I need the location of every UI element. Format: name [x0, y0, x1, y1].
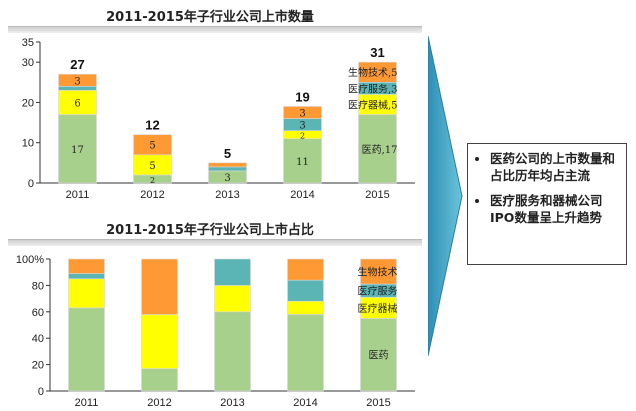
bar-segment	[133, 134, 172, 156]
total-label: 31	[370, 45, 384, 60]
x-tick-label: 2011	[75, 397, 99, 409]
segment-label: 生物技术,5	[348, 66, 398, 79]
segment-label: 3	[299, 109, 305, 120]
bar-segment	[287, 258, 324, 281]
y-tick-label: 0	[28, 178, 34, 190]
count-chart: 0102030351763272011255122012352013112331…	[22, 37, 415, 201]
segment-label: 17	[71, 145, 84, 156]
segment-label: 医药	[369, 350, 389, 362]
bar-segment	[141, 314, 178, 369]
segment-label: 2	[150, 176, 155, 185]
bar-segment	[283, 138, 322, 184]
bar-segment	[287, 314, 324, 392]
segment-label: 3	[74, 76, 80, 87]
total-label: 27	[70, 57, 84, 72]
chevron-arrow-icon	[428, 36, 463, 356]
y-tick-label: 30	[22, 57, 34, 69]
bar-segment	[214, 311, 251, 392]
segment-label: 医疗服务	[358, 285, 398, 298]
y-tick-label: 60	[32, 307, 44, 319]
segment-label: 11	[296, 157, 309, 168]
segment-label: 5	[149, 161, 155, 172]
summary-point: 医药公司的上市数量和占比历年均占主流	[490, 150, 620, 184]
segment-label: 2	[300, 132, 305, 141]
segment-label: 医疗器械	[358, 302, 398, 315]
bar-segment	[208, 162, 247, 168]
chart1-title: 2011-2015年子行业公司上市数量	[106, 10, 314, 25]
y-tick-label: 80	[32, 280, 44, 292]
x-tick-label: 2012	[140, 189, 164, 201]
y-tick-label: 20	[22, 97, 34, 109]
chart1-title-rule	[8, 26, 422, 33]
bar-segment	[358, 114, 397, 184]
bar-segment	[141, 368, 178, 392]
bar-segment	[141, 258, 178, 315]
x-tick-label: 2012	[147, 397, 171, 409]
y-tick-label: 35	[22, 37, 34, 49]
segment-label: 医疗器械,5	[348, 98, 398, 111]
bar-segment	[358, 61, 397, 83]
y-tick-label: 40	[32, 333, 44, 345]
segment-label: 3	[224, 173, 230, 184]
share-chart: 0 20 40 60 80 100% 2011 2012 2013 2014 医药 医疗器械 医疗服务 生…	[16, 254, 415, 409]
y-tick-label: 20	[32, 360, 44, 372]
summary-box: 医药公司的上市数量和占比历年均占主流 医疗服务和器械公司IPO数量呈上升趋势	[467, 143, 627, 265]
bar-segment	[68, 307, 105, 392]
bar-segment	[283, 106, 322, 119]
bar-segment	[68, 273, 105, 280]
bar-segment	[68, 258, 105, 274]
x-tick-label: 2015	[365, 189, 389, 201]
segment-label: 医疗服务,3	[348, 82, 398, 95]
bar-segment	[208, 166, 247, 172]
bar-segment	[360, 318, 397, 392]
segment-label: 生物技术	[358, 266, 398, 279]
bar-segment	[287, 300, 324, 315]
x-tick-label: 2013	[220, 397, 244, 409]
y-tick-label: 10	[22, 138, 34, 150]
x-tick-label: 2014	[293, 397, 317, 409]
bar-segment	[68, 278, 105, 309]
summary-point: 医疗服务和器械公司IPO数量呈上升趋势	[490, 192, 620, 226]
segment-label: 3	[299, 121, 305, 132]
bar-segment	[214, 285, 251, 313]
total-label: 19	[295, 89, 309, 104]
chart2-title-rule	[8, 239, 422, 246]
segment-label: 6	[74, 98, 80, 109]
x-tick-label: 2015	[366, 397, 390, 409]
bar-segment	[58, 90, 97, 115]
bar-segment	[58, 114, 97, 184]
total-label: 5	[224, 146, 231, 161]
y-tick-label: 0	[38, 386, 44, 398]
bar-segment	[214, 258, 251, 286]
segment-label: 医药,17	[362, 144, 398, 156]
bar-segment	[360, 258, 397, 285]
x-tick-label: 2011	[66, 189, 90, 201]
total-label: 12	[145, 118, 159, 133]
chart2-title: 2011-2015年子行业公司上市占比	[106, 223, 314, 238]
bar-segment	[287, 279, 324, 302]
segment-label: 5	[149, 141, 155, 152]
y-tick-label: 100%	[16, 254, 44, 266]
x-tick-label: 2013	[215, 189, 239, 201]
x-tick-label: 2014	[290, 189, 314, 201]
bar-segment	[58, 73, 97, 87]
